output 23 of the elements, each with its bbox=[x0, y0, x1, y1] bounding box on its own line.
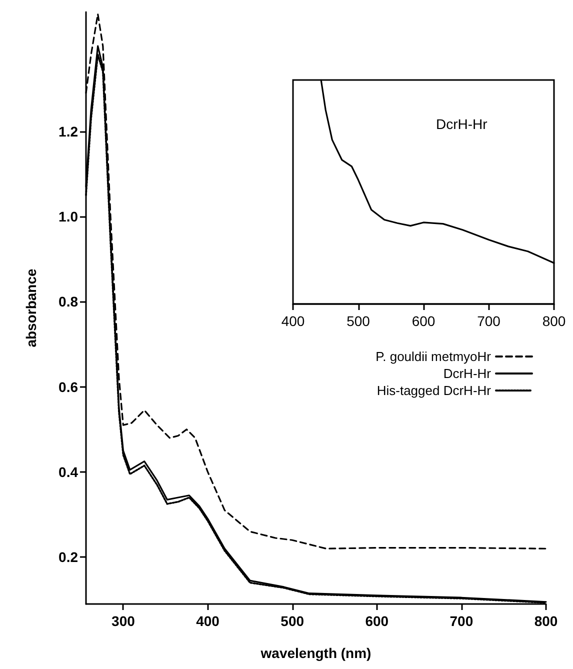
x-tick-label: 500 bbox=[280, 613, 304, 629]
x-tick-label: 600 bbox=[365, 613, 389, 629]
y-tick-label: 0.6 bbox=[58, 378, 78, 395]
y-tick-label: 0.2 bbox=[58, 549, 78, 566]
x-tick-label: 400 bbox=[281, 313, 305, 329]
y-tick-label: 0.8 bbox=[58, 294, 78, 310]
x-tick-label: 800 bbox=[542, 313, 566, 329]
x-tick-label: 400 bbox=[196, 613, 220, 629]
x-tick-label: 300 bbox=[112, 613, 136, 629]
legend-label: His-tagged DcrH-Hr bbox=[376, 383, 492, 398]
annotation: DcrH-Hr bbox=[436, 116, 488, 132]
x-axis-title: wavelength (nm) bbox=[260, 645, 372, 661]
y-tick-label: 1.2 bbox=[58, 123, 78, 140]
legend-label: DcrH-Hr bbox=[443, 366, 492, 381]
x-tick-label: 700 bbox=[477, 313, 501, 329]
y-axis-title: absorbance bbox=[23, 268, 39, 348]
x-tick-label: 700 bbox=[450, 613, 474, 629]
x-tick-label: 800 bbox=[534, 613, 558, 629]
x-tick-label: 500 bbox=[346, 313, 370, 329]
y-tick-label: 0.4 bbox=[58, 464, 78, 480]
legend-label: P. gouldii metmyoHr bbox=[376, 349, 492, 364]
x-tick-label: 600 bbox=[412, 313, 436, 329]
y-tick-label: 1.0 bbox=[58, 208, 78, 224]
